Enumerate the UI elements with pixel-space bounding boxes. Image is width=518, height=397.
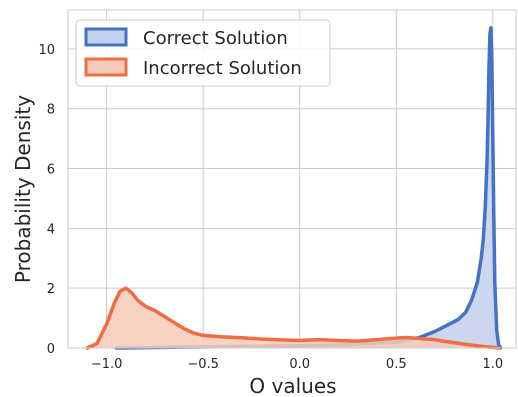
x-tick-label: 0.5 (386, 357, 407, 372)
y-tick-label: 10 (38, 43, 55, 58)
legend-swatch-incorrect (84, 57, 128, 77)
series-line-incorrect (85, 286, 501, 350)
tick-labels: −1.0 −0.5 0.0 0.5 1.0 0 2 4 6 8 10 (38, 43, 503, 372)
y-tick-label: 8 (47, 103, 55, 118)
legend-label-correct: Correct Solution (143, 28, 288, 49)
y-axis-label: Probability Density (11, 95, 35, 283)
x-tick-label: −1.0 (91, 357, 123, 372)
y-tick-label: 2 (47, 282, 55, 297)
series-layer (85, 26, 503, 350)
legend-label-incorrect: Incorrect Solution (143, 58, 302, 79)
y-tick-label: 0 (47, 342, 55, 357)
legend-box (75, 19, 331, 87)
x-tick-label: 0.0 (289, 357, 310, 372)
legend: Correct Solution Incorrect Solution (75, 19, 331, 87)
x-axis-label: O values (249, 374, 336, 397)
axes-frame (67, 9, 517, 349)
x-tick-label: 1.0 (482, 357, 503, 372)
plot-border (67, 9, 517, 349)
x-tick-label: −0.5 (187, 357, 219, 372)
y-tick-label: 6 (47, 163, 55, 178)
y-tick-label: 4 (47, 222, 55, 237)
legend-swatch-correct (84, 27, 128, 47)
